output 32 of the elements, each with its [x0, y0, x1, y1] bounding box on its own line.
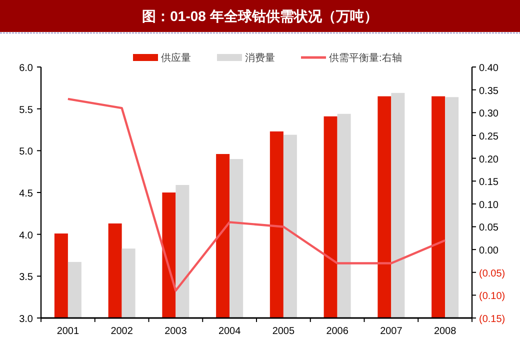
- y2-tick-label: 0.10: [479, 200, 499, 211]
- y2-tick-label: 0.15: [479, 177, 499, 188]
- x-tick-label: 2008: [434, 326, 457, 337]
- x-tick-label: 2005: [272, 326, 295, 337]
- y2-tick-label: 0.30: [479, 108, 499, 120]
- x-tick-label: 2004: [218, 326, 242, 337]
- y-tick-label: 6.0: [19, 63, 34, 74]
- y2-tick-label: (0.15): [479, 314, 506, 325]
- y2-tick-label: 0.25: [479, 131, 499, 142]
- line-series: [66, 98, 446, 292]
- y-tick-label: 4.0: [19, 230, 34, 242]
- legend-label: 供需平衡量:右轴: [329, 52, 402, 64]
- y2-tick-label: 0.05: [479, 222, 499, 234]
- y2-tick-label: (0.05): [479, 268, 506, 280]
- chart-title: 图：01-08 年全球钴供需状况（万吨）: [142, 8, 378, 24]
- y2-tick-label: 0.35: [479, 86, 499, 97]
- y2-tick-label: 0.20: [479, 154, 499, 166]
- y-tick-label: 3.0: [19, 314, 34, 325]
- y2-tick-label: 0.00: [479, 246, 499, 257]
- y2-tick-label: (0.10): [479, 291, 506, 302]
- legend-label: 消费量: [245, 52, 275, 64]
- x-tick-label: 2002: [110, 326, 134, 337]
- y-tick-label: 5.0: [19, 146, 34, 158]
- y-tick-label: 5.5: [19, 104, 34, 116]
- x-tick-label: 2006: [326, 326, 349, 337]
- x-tick-label: 2003: [164, 326, 188, 337]
- x-tick-label: 2001: [56, 326, 80, 337]
- y-tick-label: 4.5: [19, 188, 34, 200]
- legend-label: 供应量: [161, 52, 191, 64]
- x-tick-label: 2007: [380, 326, 403, 337]
- y-tick-label: 3.5: [19, 272, 34, 284]
- y2-tick-label: 0.40: [479, 63, 499, 74]
